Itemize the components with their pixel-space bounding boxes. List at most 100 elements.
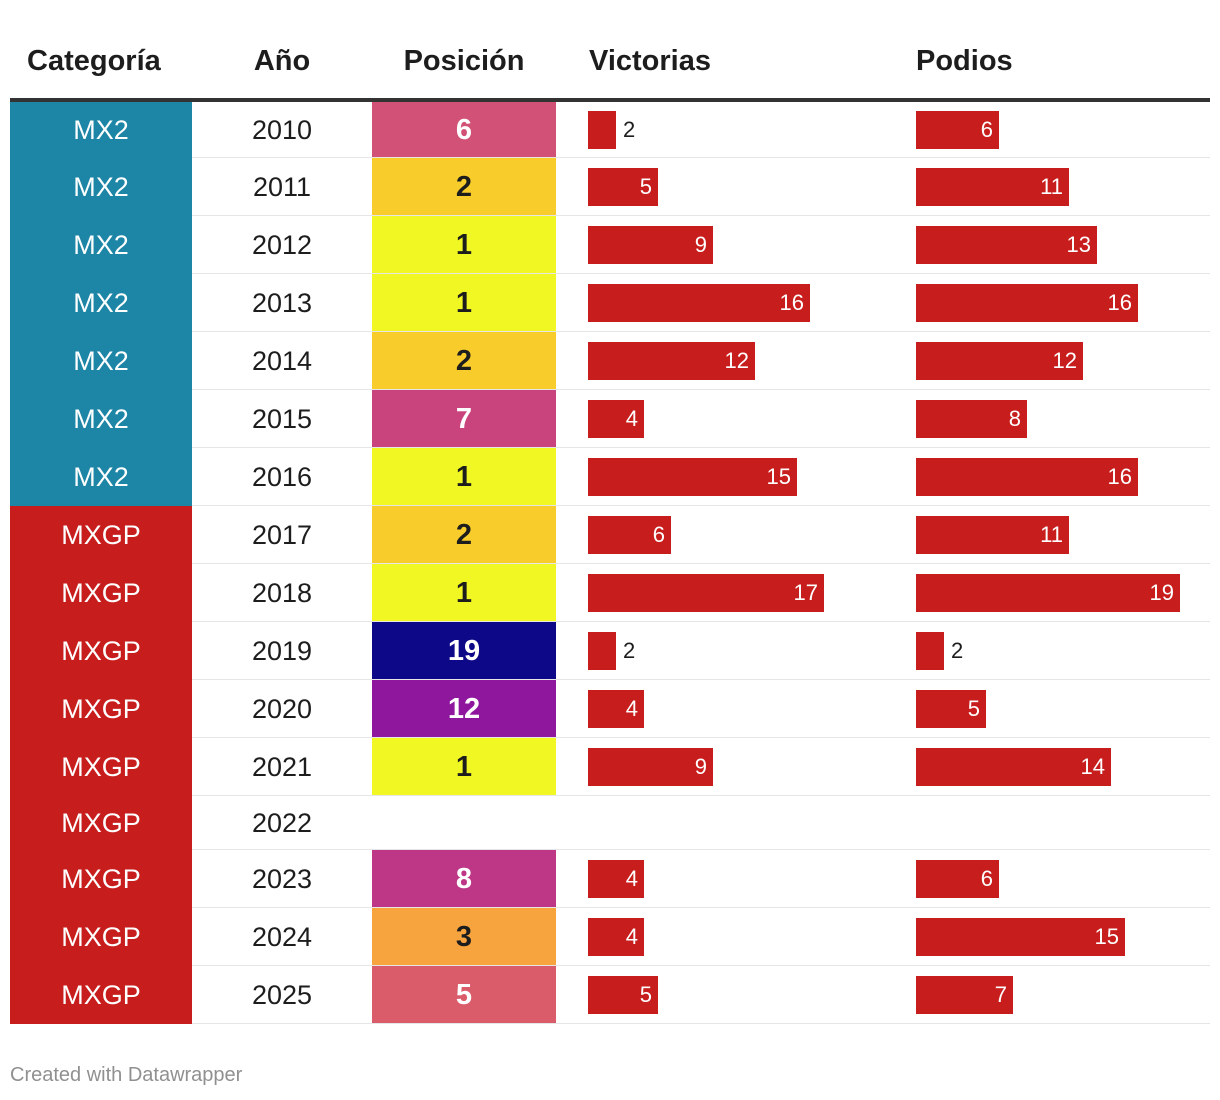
wins-label: 9 xyxy=(694,754,707,779)
category-cell: MXGP xyxy=(10,622,192,680)
wins-label: 4 xyxy=(625,924,638,949)
table-row: MXGP 2025 5 5 7 xyxy=(0,966,1220,1024)
category-cell: MXGP xyxy=(10,966,192,1024)
row-divider xyxy=(192,965,1210,966)
credit-footer: Created with Datawrapper xyxy=(10,1064,243,1086)
podiums-bar xyxy=(916,458,1138,496)
category-cell: MXGP xyxy=(10,796,192,850)
table-row: MXGP 2017 2 6 11 xyxy=(0,506,1220,564)
year-cell: 2015 xyxy=(251,403,313,434)
row-divider xyxy=(192,273,1210,274)
row-divider xyxy=(192,679,1210,680)
podiums-bar xyxy=(916,111,999,149)
wins-label: 9 xyxy=(694,232,707,257)
position-cell: 6 xyxy=(372,102,556,158)
position-cell: 1 xyxy=(372,216,556,274)
position-cell: 3 xyxy=(372,908,556,966)
podiums-bar xyxy=(916,226,1097,264)
row-divider xyxy=(192,389,1210,390)
year-cell: 2020 xyxy=(251,693,313,724)
wins-bar xyxy=(588,918,644,956)
wins-bar xyxy=(588,226,713,264)
category-cell: MXGP xyxy=(10,564,192,622)
wins-bar xyxy=(588,400,644,438)
podiums-label: 16 xyxy=(1107,290,1132,315)
position-cell: 2 xyxy=(372,332,556,390)
podiums-bar xyxy=(916,860,999,898)
category-cell: MX2 xyxy=(10,274,192,332)
wins-bar xyxy=(588,284,810,322)
category-cell: MXGP xyxy=(10,680,192,738)
table-row: MXGP 2021 1 9 14 xyxy=(0,738,1220,796)
position-cell: 8 xyxy=(372,850,556,908)
podiums-bar xyxy=(916,632,944,670)
year-cell: 2013 xyxy=(251,287,313,318)
category-cell: MXGP xyxy=(10,850,192,908)
podiums-label: 12 xyxy=(1052,348,1077,373)
table-row: MXGP 2020 12 4 5 xyxy=(0,680,1220,738)
podiums-label: 6 xyxy=(980,866,993,891)
wins-bar xyxy=(588,574,824,612)
wins-label: 2 xyxy=(623,117,636,142)
header-wins: Victorias xyxy=(589,45,711,77)
row-divider xyxy=(192,505,1210,506)
podiums-label: 11 xyxy=(1040,522,1063,547)
wins-label: 17 xyxy=(793,580,818,605)
position-cell: 2 xyxy=(372,506,556,564)
category-cell: MXGP xyxy=(10,738,192,796)
wins-bar xyxy=(588,458,797,496)
position-cell: 1 xyxy=(372,274,556,332)
podiums-bar xyxy=(916,918,1125,956)
podiums-label: 14 xyxy=(1080,754,1105,779)
category-cell: MX2 xyxy=(10,102,192,158)
wins-label: 2 xyxy=(623,638,636,663)
year-cell: 2025 xyxy=(251,979,313,1010)
wins-bar xyxy=(588,516,671,554)
category-cell: MX2 xyxy=(10,216,192,274)
wins-label: 12 xyxy=(724,348,749,373)
year-cell: 2019 xyxy=(251,635,313,666)
wins-bar xyxy=(588,860,644,898)
table-row: MXGP 2019 19 2 2 xyxy=(0,622,1220,680)
table-row: MX2 2015 7 4 8 xyxy=(0,390,1220,448)
podiums-label: 11 xyxy=(1040,174,1063,199)
wins-label: 5 xyxy=(639,174,652,199)
wins-bar xyxy=(588,976,658,1014)
table-row: MX2 2016 1 15 16 xyxy=(0,448,1220,506)
row-divider xyxy=(192,621,1210,622)
table-row: MXGP 2024 3 4 15 xyxy=(0,908,1220,966)
year-cell: 2021 xyxy=(251,751,313,782)
header-position: Posición xyxy=(403,45,525,77)
table-header: Categoría Año Posición Victorias Podios xyxy=(0,0,1220,102)
position-cell: 1 xyxy=(372,738,556,796)
podiums-label: 5 xyxy=(967,696,980,721)
wins-bar xyxy=(588,111,616,149)
wins-bar xyxy=(588,632,616,670)
wins-bar xyxy=(588,168,658,206)
year-cell: 2016 xyxy=(251,461,313,492)
year-cell: 2024 xyxy=(251,921,313,952)
table-row: MX2 2010 6 2 6 xyxy=(0,102,1220,158)
row-divider xyxy=(192,1023,1210,1024)
wins-label: 4 xyxy=(625,696,638,721)
podiums-bar xyxy=(916,690,986,728)
position-cell: 12 xyxy=(372,680,556,738)
podiums-bar xyxy=(916,976,1013,1014)
podiums-bar xyxy=(916,574,1180,612)
podiums-bar xyxy=(916,342,1083,380)
wins-label: 6 xyxy=(652,522,665,547)
podiums-bar xyxy=(916,168,1069,206)
wins-label: 4 xyxy=(625,866,638,891)
year-cell: 2010 xyxy=(251,114,313,145)
podiums-bar xyxy=(916,516,1069,554)
category-cell: MX2 xyxy=(10,448,192,506)
podiums-label: 7 xyxy=(994,982,1007,1007)
podiums-label: 19 xyxy=(1149,580,1174,605)
podiums-bar xyxy=(916,284,1138,322)
table-row: MX2 2014 2 12 12 xyxy=(0,332,1220,390)
podiums-label: 6 xyxy=(980,117,993,142)
row-divider xyxy=(192,795,1210,796)
table-row: MXGP 2018 1 17 19 xyxy=(0,564,1220,622)
row-divider xyxy=(192,907,1210,908)
row-divider xyxy=(192,157,1210,158)
